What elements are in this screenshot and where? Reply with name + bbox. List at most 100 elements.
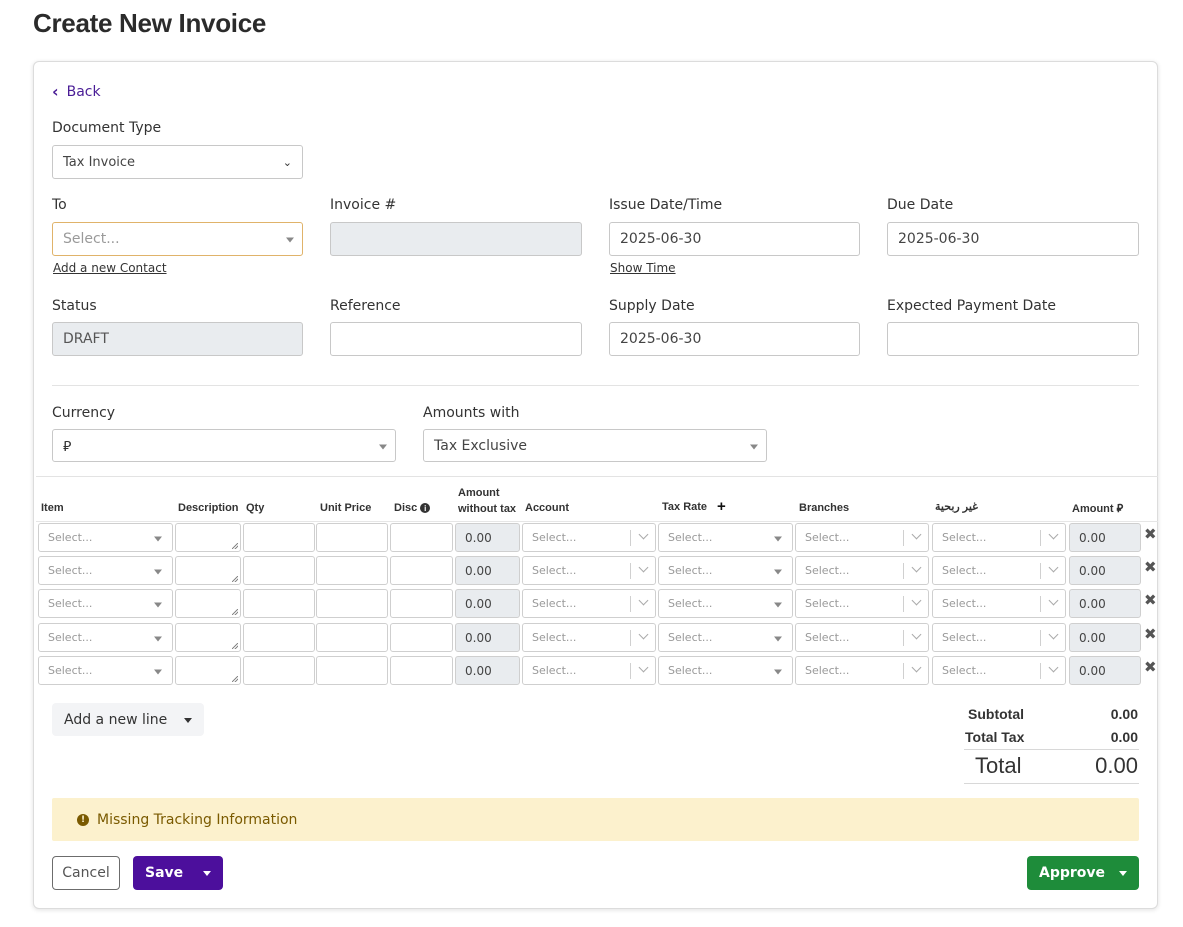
chevron-down-icon	[638, 562, 649, 573]
due-date-field[interactable]: 2025-06-30	[887, 222, 1139, 256]
resize-handle-icon[interactable]	[232, 576, 238, 582]
save-button[interactable]: Save	[133, 856, 223, 890]
select-placeholder: Select...	[805, 664, 850, 677]
select-separator	[903, 530, 904, 546]
currency-select[interactable]: ⃁	[52, 429, 396, 462]
row-5-amount-wo-tax-value: 0.00	[455, 656, 520, 685]
row-4-non-profit-field[interactable]: Select...	[932, 623, 1066, 652]
row-3-item-field[interactable]: Select...	[38, 589, 173, 618]
add-contact-link[interactable]: Add a new Contact	[53, 261, 167, 275]
row-4-item-field[interactable]: Select...	[38, 623, 173, 652]
row-3-branches-field[interactable]: Select...	[795, 589, 929, 618]
row-2-non-profit-field[interactable]: Select...	[932, 556, 1066, 585]
save-dropdown-toggle[interactable]	[191, 856, 223, 890]
row-4-description-field[interactable]	[175, 623, 241, 652]
remove-row-icon[interactable]: ✖	[1144, 625, 1157, 643]
row-5-tax-rate-field[interactable]: Select...	[658, 656, 793, 685]
plus-icon[interactable]: +	[717, 498, 726, 515]
select-placeholder: Select...	[532, 664, 577, 677]
approve-dropdown-toggle[interactable]	[1107, 856, 1139, 890]
currency-value: ⃁	[63, 438, 72, 455]
row-2-disc-field[interactable]	[390, 556, 453, 585]
row-3-unit-price-field[interactable]	[316, 589, 388, 618]
row-4-tax-rate-field[interactable]: Select...	[658, 623, 793, 652]
total-value: 0.00	[1095, 753, 1138, 778]
row-3-account-field[interactable]: Select...	[522, 589, 656, 618]
cancel-button[interactable]: Cancel	[52, 856, 120, 890]
remove-row-icon[interactable]: ✖	[1144, 558, 1157, 576]
row-2-qty-field[interactable]	[243, 556, 315, 585]
row-5-non-profit-field[interactable]: Select...	[932, 656, 1066, 685]
resize-handle-icon[interactable]	[232, 643, 238, 649]
row-1-qty-field[interactable]	[243, 523, 315, 552]
row-3-non-profit-field[interactable]: Select...	[932, 589, 1066, 618]
row-1-unit-price-field[interactable]	[316, 523, 388, 552]
reference-label: Reference	[330, 298, 401, 314]
supply-date-field[interactable]: 2025-06-30	[609, 322, 860, 356]
col-header-amount-without-tax-line2: without tax	[458, 503, 517, 515]
remove-row-icon[interactable]: ✖	[1144, 591, 1157, 609]
row-4-account-field[interactable]: Select...	[522, 623, 656, 652]
row-3-qty-field[interactable]	[243, 589, 315, 618]
row-3-description-field[interactable]	[175, 589, 241, 618]
row-2-item-field[interactable]: Select...	[38, 556, 173, 585]
total-label: Total	[975, 753, 1022, 778]
select-placeholder: Select...	[942, 531, 987, 544]
row-2-description-field[interactable]	[175, 556, 241, 585]
approve-button[interactable]: Approve	[1027, 856, 1139, 890]
row-1-branches-field[interactable]: Select...	[795, 523, 929, 552]
select-separator	[630, 663, 631, 679]
row-5-account-field[interactable]: Select...	[522, 656, 656, 685]
row-4-branches-field[interactable]: Select...	[795, 623, 929, 652]
row-1-item-field[interactable]: Select...	[38, 523, 173, 552]
document-type-select[interactable]: Tax Invoice ⌄	[52, 145, 303, 179]
row-5-qty-field[interactable]	[243, 656, 315, 685]
reference-field[interactable]	[330, 322, 582, 356]
info-icon[interactable]: i	[420, 503, 431, 513]
row-2-unit-price-field[interactable]	[316, 556, 388, 585]
chevron-down-icon	[1048, 529, 1059, 540]
invoice-number-field	[330, 222, 582, 256]
row-1-non-profit-field[interactable]: Select...	[932, 523, 1066, 552]
total-tax-value: 0.00	[1110, 729, 1138, 745]
issue-date-field[interactable]: 2025-06-30	[609, 222, 860, 256]
remove-row-icon[interactable]: ✖	[1144, 525, 1157, 543]
row-3-tax-rate-field[interactable]: Select...	[658, 589, 793, 618]
row-1-disc-field[interactable]	[390, 523, 453, 552]
amounts-with-select[interactable]: Tax Exclusive	[423, 429, 767, 462]
row-5-item-field[interactable]: Select...	[38, 656, 173, 685]
select-placeholder: Select...	[805, 631, 850, 644]
select-separator	[1040, 563, 1041, 579]
row-5-disc-field[interactable]	[390, 656, 453, 685]
chevron-down-icon	[911, 629, 922, 640]
chevron-down-icon	[1048, 562, 1059, 573]
row-4-disc-field[interactable]	[390, 623, 453, 652]
back-link[interactable]: ‹ Back	[52, 82, 101, 101]
row-4-unit-price-field[interactable]	[316, 623, 388, 652]
row-5-description-field[interactable]	[175, 656, 241, 685]
row-5-unit-price-field[interactable]	[316, 656, 388, 685]
show-time-link[interactable]: Show Time	[610, 261, 676, 275]
invoice-number-label: Invoice #	[330, 197, 397, 213]
row-1-account-field[interactable]: Select...	[522, 523, 656, 552]
resize-handle-icon[interactable]	[232, 676, 238, 682]
to-select[interactable]: Select...	[52, 222, 303, 256]
page-title: Create New Invoice	[33, 8, 267, 38]
remove-row-icon[interactable]: ✖	[1144, 658, 1157, 676]
caret-down-icon	[154, 602, 162, 607]
row-4-qty-field[interactable]	[243, 623, 315, 652]
expected-payment-date-field[interactable]	[887, 322, 1139, 356]
row-1-tax-rate-field[interactable]: Select...	[658, 523, 793, 552]
row-1-description-field[interactable]	[175, 523, 241, 552]
amount-wo-tax-text: 0.00	[465, 630, 492, 645]
row-3-disc-field[interactable]	[390, 589, 453, 618]
row-2-tax-rate-field[interactable]: Select...	[658, 556, 793, 585]
resize-handle-icon[interactable]	[232, 609, 238, 615]
row-2-account-field[interactable]: Select...	[522, 556, 656, 585]
row-5-branches-field[interactable]: Select...	[795, 656, 929, 685]
select-placeholder: Select...	[668, 531, 713, 544]
resize-handle-icon[interactable]	[232, 543, 238, 549]
row-2-amount-value: 0.00	[1069, 556, 1141, 585]
add-new-line-button[interactable]: Add a new line	[52, 703, 204, 736]
row-2-branches-field[interactable]: Select...	[795, 556, 929, 585]
